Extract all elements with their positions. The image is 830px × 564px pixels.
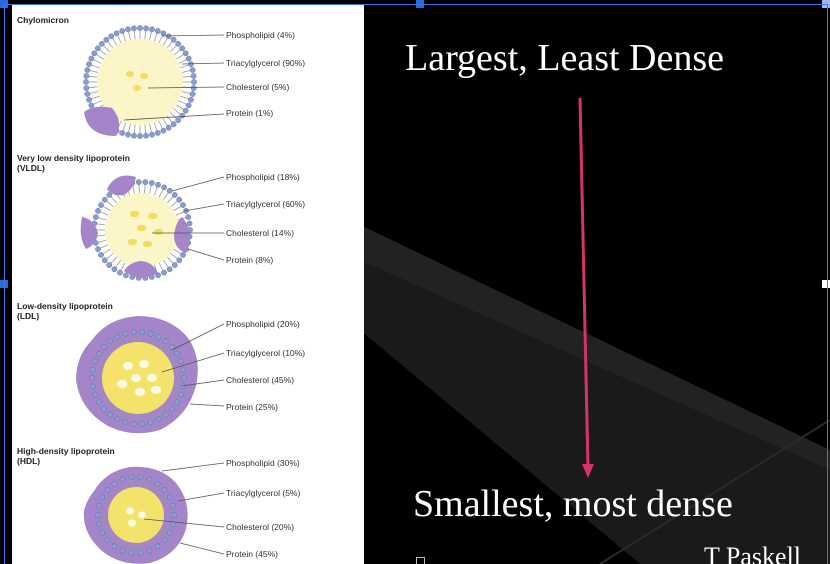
panel-chylomicron: Chylomicron Phospholipid (4%) Triacylgly… (12, 4, 364, 149)
panel-ldl: Low-density lipoprotein (LDL) Phospholip… (12, 294, 364, 439)
panel-title: High-density lipoprotein (HDL) (17, 446, 115, 466)
panel-title: Chylomicron (17, 15, 69, 25)
resize-handle-bottom-middle[interactable] (416, 557, 425, 564)
component-label: Protein (45%) (226, 549, 278, 559)
component-label: Cholesterol (45%) (226, 375, 295, 385)
resize-handle-top-middle[interactable] (416, 0, 424, 8)
component-label: Protein (1%) (226, 108, 274, 118)
panel-title: Very low density lipoprotein (VLDL) (17, 153, 130, 173)
ldl-diagram (76, 316, 225, 434)
hdl-diagram (83, 462, 225, 564)
author-credit[interactable]: T Paskell (704, 542, 802, 564)
component-label: Triacylglycerol (10%) (226, 348, 306, 358)
density-arrow[interactable] (560, 90, 600, 482)
component-label: Cholesterol (20%) (226, 522, 295, 532)
resize-handle-middle-left[interactable] (0, 280, 8, 288)
chylomicron-diagram (83, 25, 225, 139)
panel-hdl: High-density lipoprotein (HDL) Phospholi… (12, 439, 364, 564)
component-label: Protein (25%) (226, 402, 278, 412)
component-label: Phospholipid (30%) (226, 458, 300, 468)
component-label: Cholesterol (5%) (226, 82, 290, 92)
component-label: Triacylglycerol (60%) (226, 199, 306, 209)
heading-smallest-most-dense[interactable]: Smallest, most dense (413, 483, 733, 525)
resize-handle-top-right[interactable] (822, 0, 830, 8)
component-label: Triacylglycerol (90%) (226, 58, 306, 68)
resize-handle-middle-right[interactable] (822, 280, 830, 288)
component-label: Triacylglycerol (5%) (226, 488, 301, 498)
resize-handle-top-left[interactable] (0, 0, 8, 8)
vldl-diagram (80, 175, 225, 281)
panel-vldl: Very low density lipoprotein (VLDL) (12, 149, 364, 294)
component-label: Phospholipid (4%) (226, 30, 295, 40)
panel-title: Low-density lipoprotein (LDL) (17, 301, 113, 321)
component-label: Phospholipid (18%) (226, 172, 300, 182)
component-label: Protein (8%) (226, 255, 274, 265)
component-label: Phospholipid (20%) (226, 319, 300, 329)
component-label: Cholesterol (14%) (226, 228, 295, 238)
heading-largest-least-dense[interactable]: Largest, Least Dense (405, 37, 725, 79)
lipoprotein-figure[interactable]: Chylomicron Phospholipid (4%) Triacylgly… (12, 4, 364, 564)
